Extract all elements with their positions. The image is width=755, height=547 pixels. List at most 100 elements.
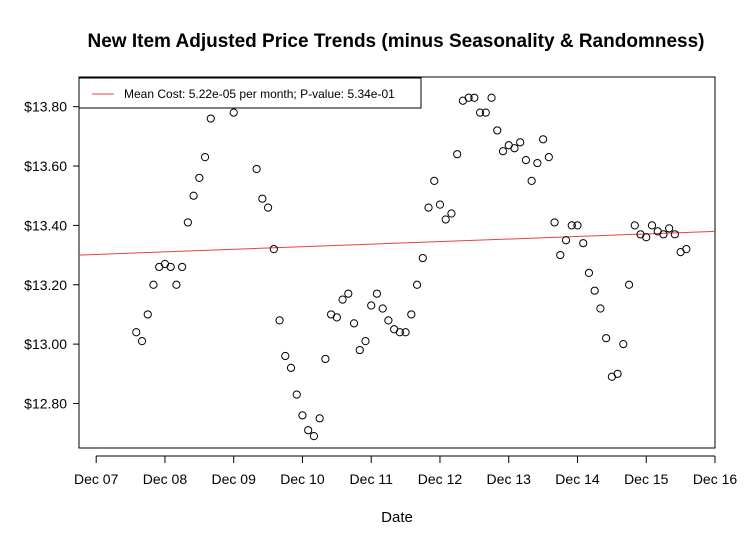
x-tick-label: Dec 14	[555, 471, 600, 487]
x-tick-label: Dec 07	[74, 471, 119, 487]
data-point	[464, 93, 473, 102]
data-point	[252, 164, 261, 174]
data-point	[229, 108, 238, 117]
data-point	[453, 150, 462, 159]
data-point	[183, 218, 192, 227]
data-point	[424, 203, 433, 212]
data-point	[137, 337, 147, 346]
chart-title: New Item Adjusted Price Trends (minus Se…	[88, 31, 705, 52]
data-point	[510, 144, 519, 153]
y-tick-label: $13.60	[24, 158, 67, 174]
y-tick-label: $13.80	[24, 99, 67, 115]
data-point	[309, 432, 319, 441]
data-point	[143, 310, 152, 319]
data-point	[418, 253, 427, 263]
data-point	[166, 262, 175, 272]
data-point	[659, 230, 668, 239]
data-point	[613, 369, 622, 378]
data-point	[298, 411, 307, 420]
y-tick-label: $12.80	[24, 395, 67, 411]
data-point	[481, 108, 490, 117]
data-point	[338, 295, 347, 304]
data-point	[367, 301, 376, 310]
data-point	[596, 304, 605, 313]
data-point	[189, 191, 198, 200]
data-point	[567, 221, 576, 230]
y-axis: $12.80 $13.00 $13.20 $13.40 $13.60 $13.80	[24, 99, 79, 411]
data-point	[355, 345, 364, 355]
data-point	[372, 289, 382, 298]
data-point	[665, 224, 674, 233]
legend-label: Mean Cost: 5.22e-05 per month; P-value: …	[124, 87, 395, 101]
data-point	[149, 280, 158, 289]
data-point	[447, 209, 456, 218]
x-axis: Dec 07 Dec 08 Dec 09 Dec 10 Dec 11 Dec 12 Dec …	[74, 455, 738, 487]
data-point	[516, 138, 525, 147]
data-point	[263, 203, 273, 212]
data-point	[619, 340, 628, 349]
legend: Mean Cost: 5.22e-05 per month; P-value: …	[78, 77, 422, 109]
data-point	[344, 289, 353, 298]
data-point	[590, 286, 599, 295]
data-point	[395, 328, 404, 337]
data-point	[487, 93, 496, 102]
data-point	[435, 200, 445, 209]
data-point	[430, 176, 439, 185]
x-tick-label: Dec 15	[624, 471, 669, 487]
x-axis-label: Date	[381, 509, 413, 526]
data-point	[412, 280, 422, 289]
data-point	[361, 337, 370, 346]
data-point	[573, 221, 582, 230]
trend-line	[78, 230, 716, 256]
x-tick-label: Dec 12	[418, 471, 463, 487]
data-point	[561, 236, 571, 245]
data-point	[475, 108, 485, 117]
y-tick-label: $13.20	[24, 277, 67, 293]
data-point	[349, 319, 359, 328]
data-point	[407, 310, 416, 319]
data-point	[172, 280, 181, 289]
data-point	[384, 316, 393, 325]
data-point	[292, 390, 301, 399]
data-point	[275, 316, 284, 325]
data-point	[178, 262, 187, 272]
data-point	[527, 176, 536, 185]
data-point	[206, 114, 215, 123]
data-point	[269, 245, 278, 254]
data-point	[258, 194, 267, 203]
x-tick-label: Dec 11	[350, 471, 394, 487]
data-point	[315, 414, 324, 423]
data-point	[544, 153, 553, 162]
data-point	[521, 156, 531, 165]
data-point	[579, 239, 588, 248]
data-point	[304, 426, 313, 435]
data-point	[642, 233, 651, 242]
y-tick-label: $13.40	[24, 217, 67, 233]
data-point	[533, 158, 542, 168]
y-tick-label: $13.00	[24, 336, 67, 352]
data-point	[200, 153, 210, 162]
data-point	[682, 245, 691, 254]
data-point	[281, 351, 290, 361]
data-point	[630, 221, 639, 230]
data-point	[584, 268, 594, 277]
data-point	[332, 313, 341, 322]
data-point	[624, 280, 634, 289]
x-tick-label: Dec 16	[693, 471, 738, 487]
data-point	[602, 334, 611, 343]
data-point	[556, 250, 565, 260]
data-point	[470, 93, 479, 102]
data-point	[132, 328, 141, 337]
x-tick-label: Dec 10	[280, 471, 325, 487]
data-point	[539, 135, 548, 144]
x-tick-label: Dec 09	[212, 471, 257, 487]
legend-box	[78, 77, 422, 109]
data-point	[441, 215, 450, 224]
x-tick-label: Dec 13	[487, 471, 532, 487]
data-point	[670, 230, 679, 239]
data-point	[378, 304, 387, 313]
data-point	[321, 354, 330, 364]
data-point	[195, 173, 204, 183]
plot-area	[78, 76, 716, 449]
